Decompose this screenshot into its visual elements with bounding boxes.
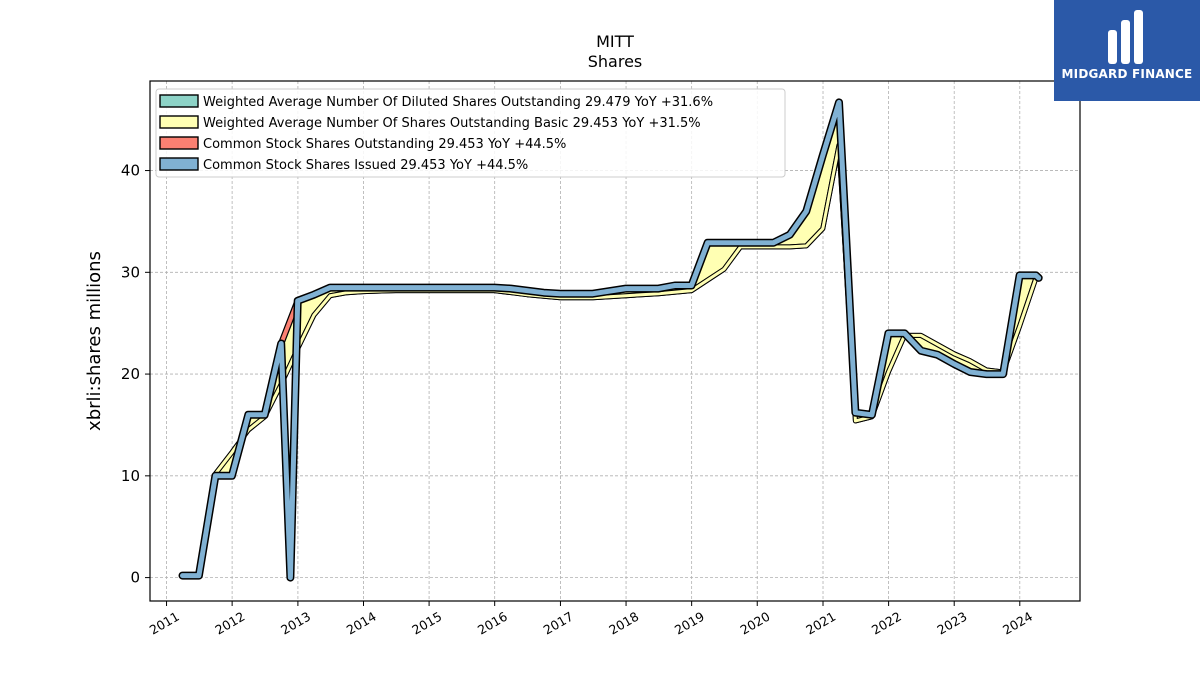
chart-subtitle: Shares: [588, 52, 643, 71]
legend-entry: Common Stock Shares Issued 29.453 YoY +4…: [203, 158, 528, 173]
legend-swatch: [159, 94, 199, 108]
legend-box: [155, 88, 786, 178]
series-line-issued: [180, 99, 1042, 581]
series-lines: [178, 98, 1043, 582]
legend-swatch: [159, 136, 199, 150]
logo-text: MIDGARD FINANCE: [1061, 67, 1193, 81]
legend-entry: Weighted Average Number Of Diluted Share…: [203, 95, 713, 110]
plot-area-frame: [149, 80, 1081, 602]
y-axis-label: xbrli:shares millions: [84, 251, 105, 431]
logo-mark-icon: [1108, 10, 1143, 64]
legend-entry: Weighted Average Number Of Shares Outsta…: [203, 116, 701, 131]
legend: Weighted Average Number Of Diluted Share…: [155, 88, 786, 178]
legend-swatch: [159, 157, 199, 171]
brand-logo: MIDGARD FINANCE: [1054, 0, 1200, 101]
y-tick-label: 10: [121, 467, 140, 485]
legend-entry: Common Stock Shares Outstanding 29.453 Y…: [203, 137, 566, 152]
y-tick-label: 20: [121, 365, 140, 383]
y-tick-label: 40: [121, 162, 140, 180]
y-tick-label: 0: [130, 569, 140, 587]
series-line-basic: [181, 143, 1038, 578]
y-tick-label: 30: [121, 263, 140, 281]
legend-swatch: [159, 115, 199, 129]
y-axis: 0 10 20 30 40: [121, 162, 150, 587]
chart-title: MITT: [596, 32, 634, 51]
